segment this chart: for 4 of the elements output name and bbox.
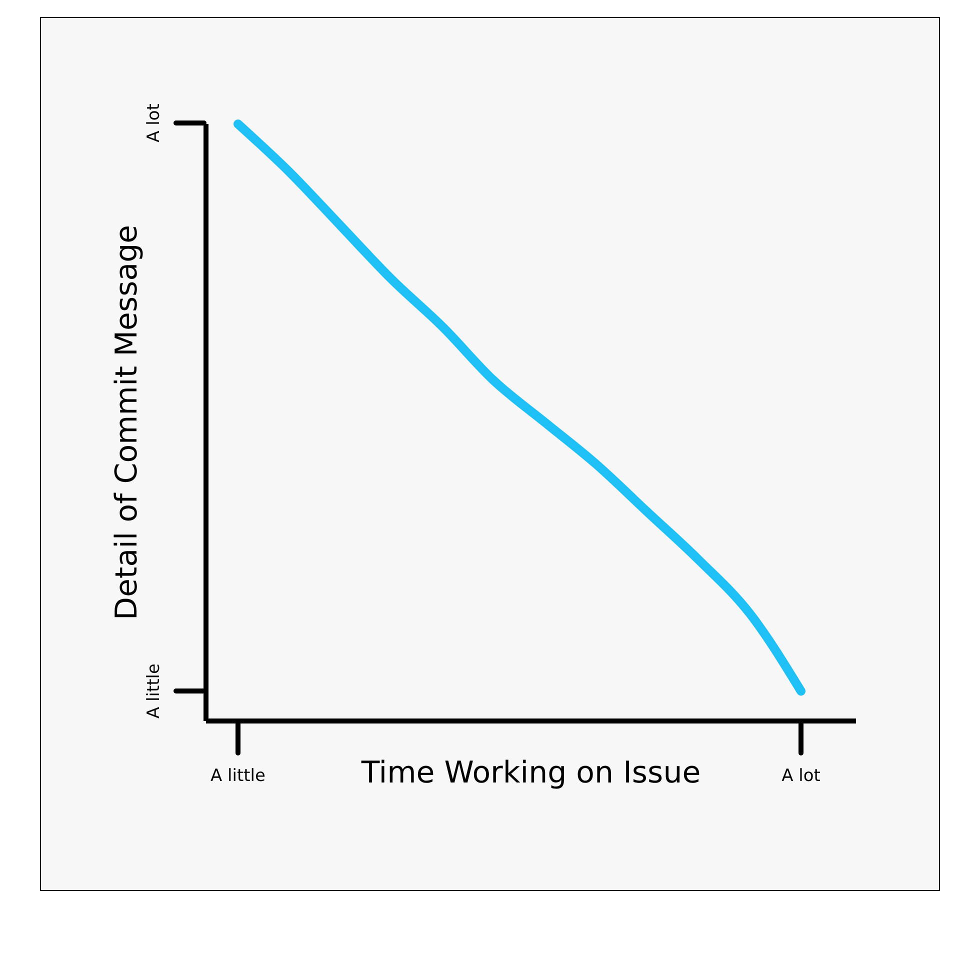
text: A little: [144, 664, 164, 718]
y-axis-title: Detail of Commit Message: [110, 224, 145, 620]
text: A lot: [144, 103, 164, 142]
x-axis-title: Time Working on Issue: [360, 755, 701, 790]
